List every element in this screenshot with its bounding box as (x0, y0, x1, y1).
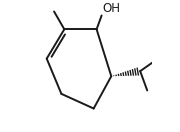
Text: OH: OH (102, 2, 120, 15)
